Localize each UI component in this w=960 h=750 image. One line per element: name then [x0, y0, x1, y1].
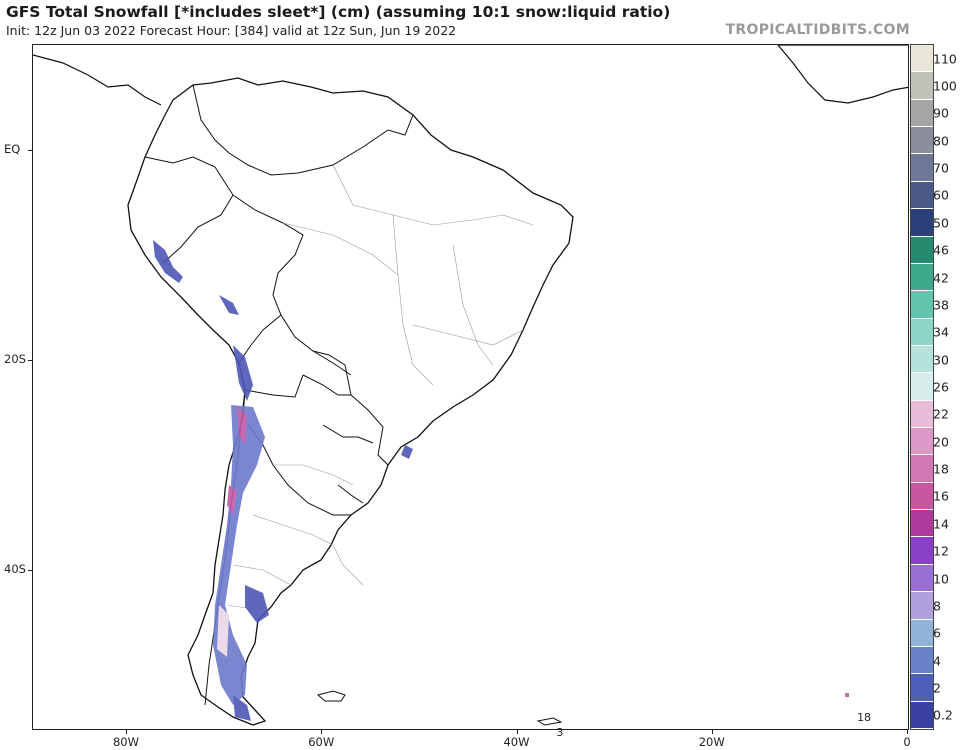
- colorbar-label: 80: [933, 133, 949, 149]
- colorbar-label: 50: [933, 215, 949, 231]
- snowfall-areas: [153, 240, 849, 721]
- colorbar-swatch: [911, 236, 933, 264]
- map-value-label: 3: [556, 725, 564, 739]
- brand-watermark: TROPICALTIDBITS.COM: [725, 22, 910, 38]
- colorbar-label: 38: [933, 297, 949, 313]
- colorbar-swatch: [911, 72, 933, 100]
- colorbar-label: 12: [933, 543, 949, 559]
- colorbar-swatch: [911, 291, 933, 319]
- colorbar-swatch: [911, 209, 933, 237]
- state-borders: [227, 164, 534, 611]
- colorbar-label: 42: [933, 270, 949, 286]
- colorbar-swatch: [911, 428, 933, 456]
- colorbar-label: 34: [933, 324, 949, 340]
- lon-tick: [321, 730, 323, 734]
- map-panel: [32, 44, 909, 730]
- colorbar-swatch: [911, 154, 933, 182]
- colorbar-swatch: [911, 592, 933, 620]
- lat-label: 20S: [4, 352, 26, 366]
- lon-tick: [711, 730, 713, 734]
- chart-title: GFS Total Snowfall [*includes sleet*] (c…: [6, 3, 671, 21]
- colorbar-swatch: [911, 455, 933, 483]
- colorbar-label: 30: [933, 352, 949, 368]
- colorbar-label: 100: [933, 78, 957, 94]
- colorbar-swatch: [911, 674, 933, 702]
- colorbar-label: 4: [933, 653, 941, 669]
- falkland-islands: [316, 690, 346, 702]
- colorbar-label: 60: [933, 187, 949, 203]
- colorbar-swatch: [911, 263, 933, 292]
- colorbar-label: 8: [933, 598, 941, 614]
- map-svg: [33, 45, 908, 726]
- colorbar-swatch: [911, 564, 933, 593]
- colorbar: [910, 44, 934, 730]
- south-america-coastline: [127, 77, 574, 726]
- colorbar-label: 2: [933, 680, 941, 696]
- lon-label: 20W: [698, 735, 725, 749]
- lon-label: 40W: [503, 735, 530, 749]
- colorbar-swatch: [911, 345, 933, 374]
- colorbar-label: 90: [933, 105, 949, 121]
- colorbar-label: 20: [933, 434, 949, 450]
- colorbar-label: 110: [933, 51, 957, 67]
- central-america-coastline: [33, 54, 162, 106]
- lon-label: 60W: [308, 735, 335, 749]
- colorbar-label: 0.2: [933, 707, 953, 723]
- chart-subtitle: Init: 12z Jun 03 2022 Forecast Hour: [38…: [6, 23, 457, 38]
- colorbar-label: 16: [933, 488, 949, 504]
- colorbar-swatch: [911, 510, 933, 538]
- colorbar-swatch: [911, 537, 933, 565]
- lat-label: 40S: [4, 562, 26, 576]
- colorbar-swatch: [911, 127, 933, 155]
- colorbar-label: 6: [933, 625, 941, 641]
- colorbar-swatch: [911, 99, 933, 128]
- colorbar-label: 22: [933, 406, 949, 422]
- colorbar-label: 14: [933, 516, 949, 532]
- colorbar-swatch: [911, 701, 933, 729]
- map-value-label: 18: [857, 711, 872, 725]
- lon-tick: [516, 730, 518, 734]
- lat-tick: [28, 570, 32, 571]
- lon-tick: [126, 730, 127, 734]
- colorbar-label: 70: [933, 160, 949, 176]
- lat-tick: [28, 150, 32, 151]
- colorbar-swatch: [911, 373, 933, 401]
- colorbar-swatch: [911, 45, 933, 73]
- colorbar-label: 26: [933, 379, 949, 395]
- colorbar-swatch: [911, 181, 933, 210]
- lon-label: 80W: [112, 735, 140, 749]
- colorbar-label: 18: [933, 461, 949, 477]
- colorbar-label: 46: [933, 242, 949, 258]
- lat-tick: [28, 360, 32, 361]
- colorbar-swatch: [911, 400, 933, 429]
- colorbar-swatch: [911, 482, 933, 511]
- colorbar-swatch: [911, 318, 933, 346]
- lat-label: EQ: [4, 142, 21, 156]
- colorbar-swatch: [911, 619, 933, 647]
- africa-coastline: [777, 45, 908, 104]
- lon-label: 0: [903, 735, 911, 749]
- lon-tick: [907, 730, 908, 734]
- south-georgia-island: [536, 717, 563, 726]
- colorbar-label: 10: [933, 571, 949, 587]
- colorbar-swatch: [911, 646, 933, 675]
